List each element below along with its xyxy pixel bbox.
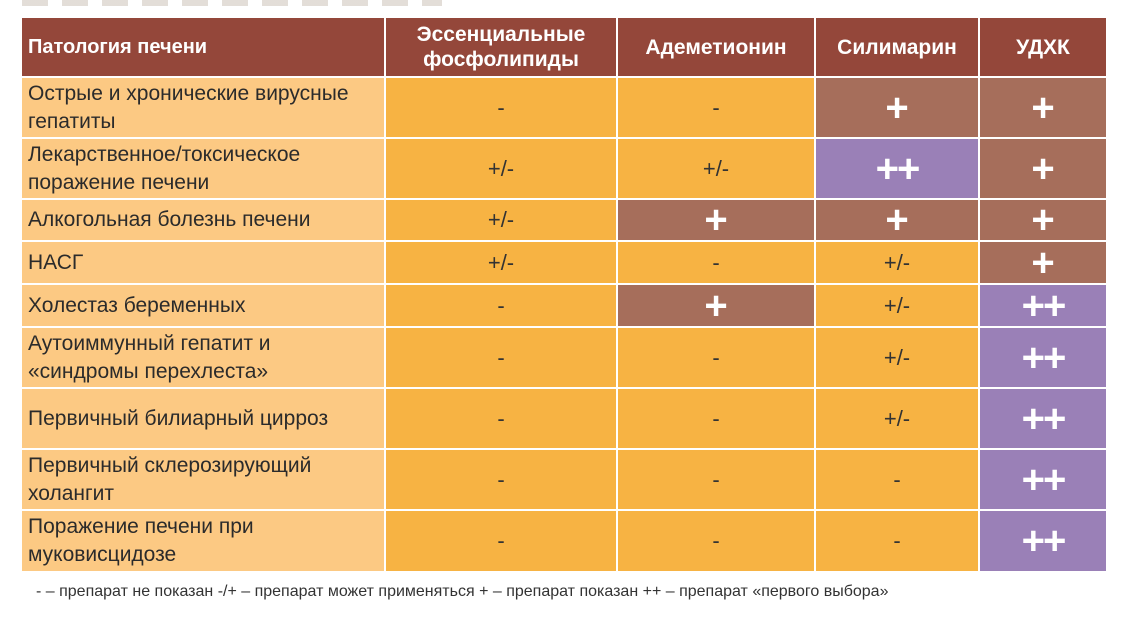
header-pathology: Патология печени (22, 18, 384, 76)
header-udca: УДХК (980, 18, 1106, 76)
header-silymarin: Силимарин (816, 18, 978, 76)
first-choice-symbol: ++ (1021, 457, 1067, 502)
value-cell: + (980, 242, 1106, 283)
cell-value: - (893, 528, 901, 553)
cell-value: +/- (883, 249, 911, 275)
cell-value: +/- (487, 155, 515, 181)
value-cell: + (980, 139, 1106, 198)
pathology-cell: Холестаз беременных (22, 285, 384, 326)
value-cell: ++ (980, 450, 1106, 509)
first-choice-symbol: ++ (1021, 283, 1067, 328)
value-cell: ++ (980, 511, 1106, 571)
indicated-symbol: + (1031, 240, 1055, 285)
table-row: Холестаз беременных - + +/- ++ (22, 285, 1106, 326)
value-cell: + (618, 285, 814, 326)
value-cell: ++ (816, 139, 978, 198)
cell-value: +/- (487, 249, 515, 275)
pathology-cell: Аутоиммунный гепатит и «синдромы перехле… (22, 328, 384, 387)
first-choice-symbol: ++ (1021, 335, 1067, 380)
table-row: НАСГ +/- - +/- + (22, 242, 1106, 283)
value-cell: - (618, 450, 814, 509)
pathology-cell: НАСГ (22, 242, 384, 283)
pathology-cell: Острые и хронические вирусные гепатиты (22, 78, 384, 137)
cell-value: +/- (883, 405, 911, 431)
cell-value: +/- (702, 155, 730, 181)
value-cell: + (816, 78, 978, 137)
value-cell: +/- (816, 285, 978, 326)
value-cell: +/- (386, 200, 616, 240)
cell-value: - (497, 528, 505, 553)
value-cell: - (386, 389, 616, 448)
indicated-symbol: + (704, 283, 728, 328)
table-legend: - – препарат не показан -/+ – препарат м… (36, 583, 889, 600)
pathology-cell: Первичный билиарный цирроз (22, 389, 384, 448)
pathology-cell: Первичный склерозирующий холангит (22, 450, 384, 509)
value-cell: - (618, 242, 814, 283)
value-cell: - (618, 78, 814, 137)
value-cell: ++ (980, 285, 1106, 326)
cell-value: - (712, 94, 720, 120)
cell-value: - (497, 94, 505, 120)
value-cell: ++ (980, 328, 1106, 387)
value-cell: +/- (816, 389, 978, 448)
value-cell: +/- (386, 242, 616, 283)
value-cell: + (980, 78, 1106, 137)
value-cell: - (386, 511, 616, 571)
value-cell: ++ (980, 389, 1106, 448)
table-row: Лекарственное/токсическое поражение пече… (22, 139, 1106, 198)
indicated-symbol: + (1031, 198, 1055, 242)
header-essential-phospholipids: Эссенциальные фосфолипиды (386, 18, 616, 76)
value-cell: +/- (816, 328, 978, 387)
cell-value: - (712, 249, 720, 275)
value-cell: - (386, 450, 616, 509)
value-cell: + (816, 200, 978, 240)
cell-value: - (712, 528, 720, 553)
cell-value: +/- (883, 344, 911, 370)
table-row: Первичный билиарный цирроз - - +/- ++ (22, 389, 1106, 448)
indicated-symbol: + (1031, 85, 1055, 130)
value-cell: - (618, 389, 814, 448)
value-cell: - (386, 285, 616, 326)
table-row: Алкогольная болезнь печени +/- + + + (22, 200, 1106, 240)
first-choice-symbol: ++ (1021, 396, 1067, 441)
cell-value: - (712, 405, 720, 431)
cell-value: - (497, 405, 505, 431)
pathology-cell: Лекарственное/токсическое поражение пече… (22, 139, 384, 198)
value-cell: - (386, 78, 616, 137)
cell-value: - (497, 292, 505, 318)
cell-value: - (497, 466, 505, 492)
value-cell: +/- (816, 242, 978, 283)
pathology-cell: Поражение печени при муковисцидозе (22, 511, 384, 571)
value-cell: - (386, 328, 616, 387)
cell-value: +/- (487, 207, 515, 232)
table-row: Аутоиммунный гепатит и «синдромы перехле… (22, 328, 1106, 387)
value-cell: - (816, 511, 978, 571)
cell-value: +/- (883, 292, 911, 318)
value-cell: +/- (386, 139, 616, 198)
value-cell: - (618, 511, 814, 571)
value-cell: - (816, 450, 978, 509)
indicated-symbol: + (1031, 146, 1055, 191)
header-ademetionine: Адеметионин (618, 18, 814, 76)
first-choice-symbol: ++ (1021, 519, 1067, 563)
cell-value: - (712, 466, 720, 492)
indicated-symbol: + (885, 198, 909, 242)
cell-value: - (893, 466, 901, 492)
table-row: Поражение печени при муковисцидозе - - -… (22, 511, 1106, 571)
indicated-symbol: + (885, 85, 909, 130)
table-row: Острые и хронические вирусные гепатиты -… (22, 78, 1106, 137)
pathology-cell: Алкогольная болезнь печени (22, 200, 384, 240)
table-header-row: Патология печени Эссенциальные фосфолипи… (22, 18, 1106, 76)
table-row: Первичный склерозирующий холангит - - - … (22, 450, 1106, 509)
value-cell: - (618, 328, 814, 387)
first-choice-symbol: ++ (875, 146, 921, 191)
value-cell: + (618, 200, 814, 240)
cut-off-heading (22, 0, 442, 6)
value-cell: + (980, 200, 1106, 240)
indicated-symbol: + (704, 198, 728, 242)
cell-value: - (712, 344, 720, 370)
value-cell: +/- (618, 139, 814, 198)
cell-value: - (497, 344, 505, 370)
